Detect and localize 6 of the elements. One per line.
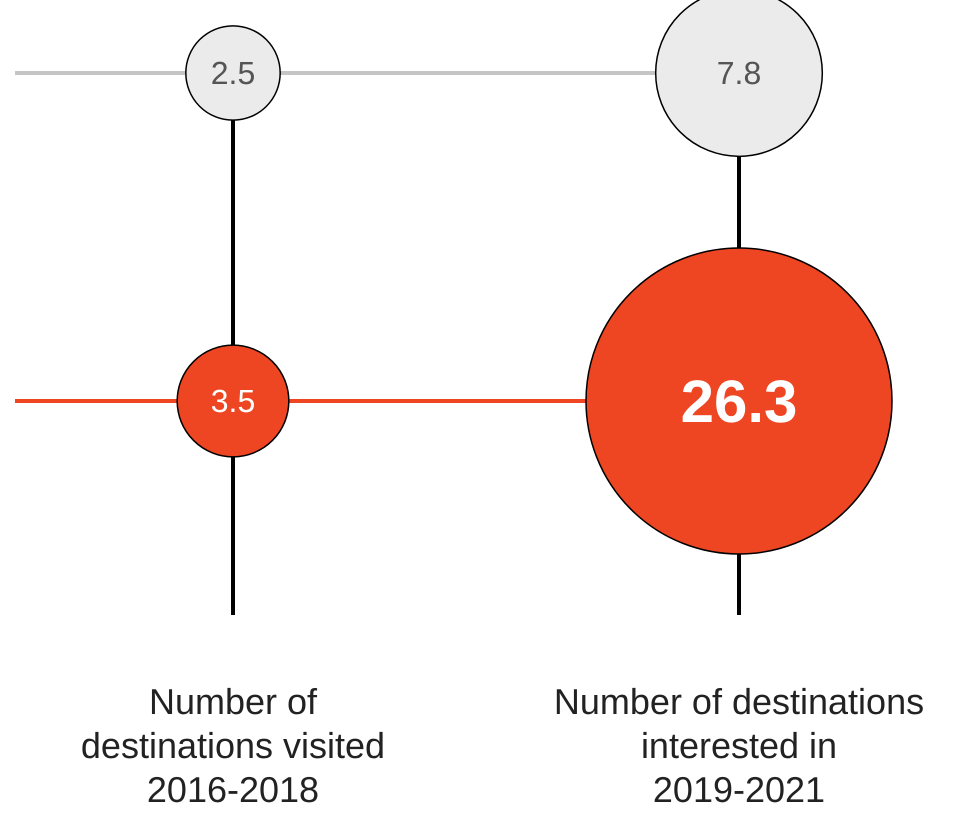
category-label: Number of destinations visited 2016-2018: [80, 681, 386, 810]
data-label: 26.3: [680, 368, 798, 435]
data-label: 3.5: [210, 383, 256, 420]
category-label: Number of destinations interested in 2019-2021: [554, 681, 924, 810]
data-label: 7.8: [716, 55, 762, 92]
data-label: 2.5: [210, 55, 256, 92]
